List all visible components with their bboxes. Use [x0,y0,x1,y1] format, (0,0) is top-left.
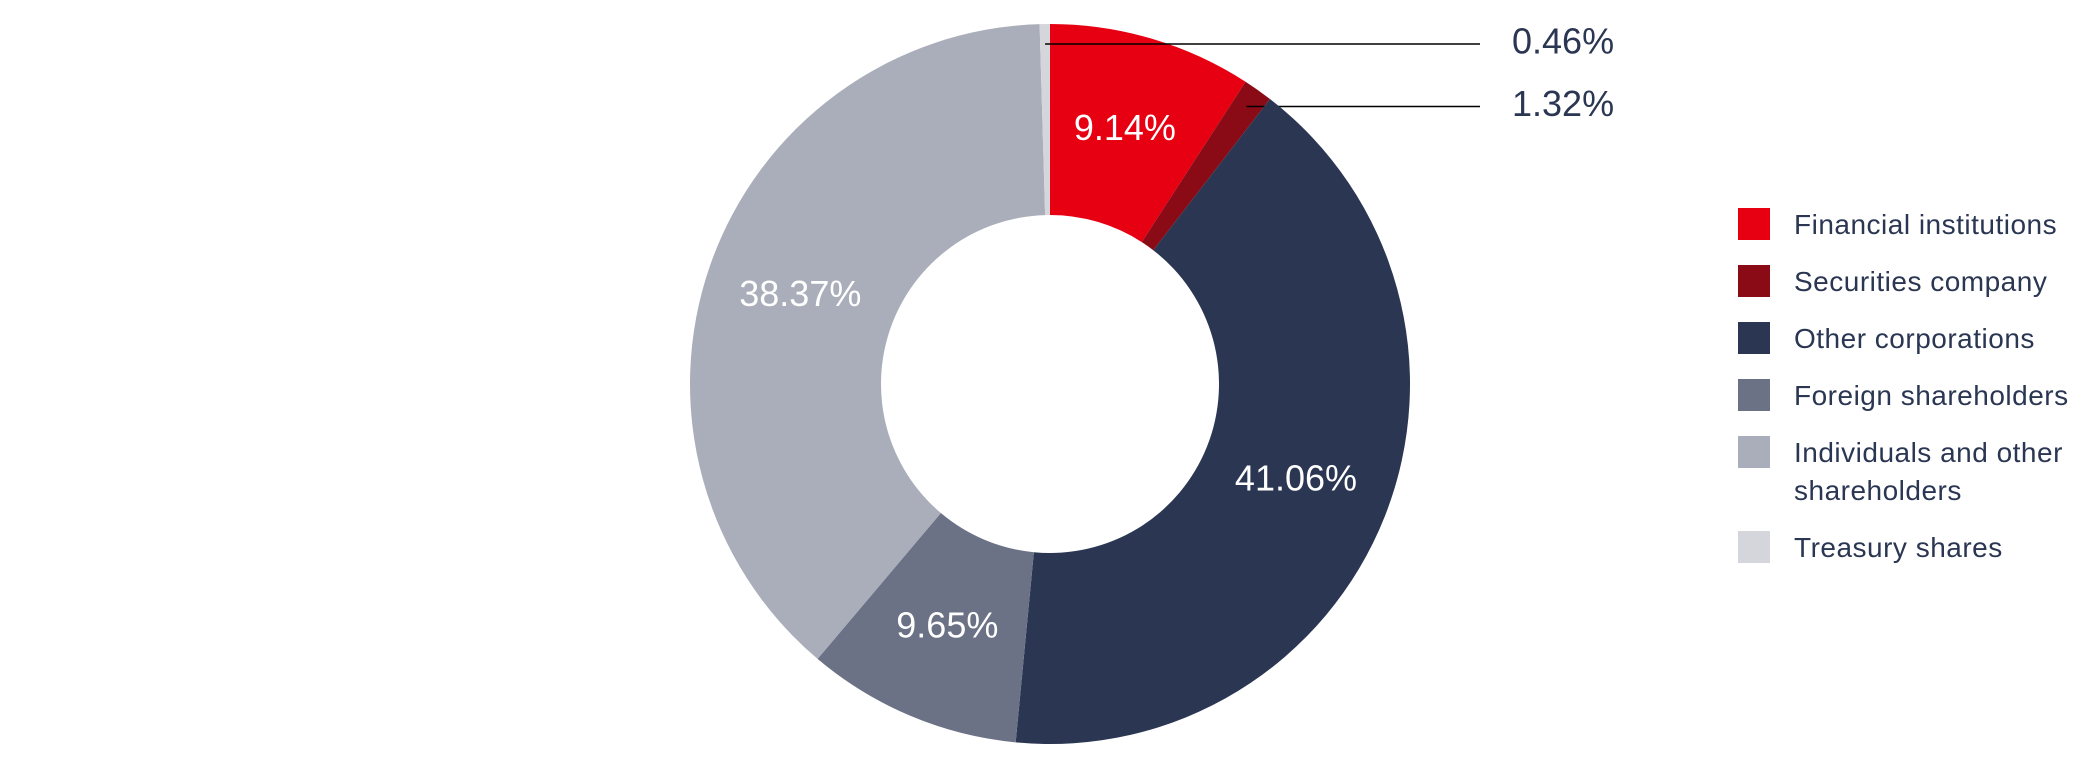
donut-slice [1141,81,1270,251]
slice-label: 38.37% [739,273,861,314]
legend-label: Other corporations [1794,323,2035,354]
donut-slice [690,24,1046,659]
donut-slice [817,513,1034,743]
legend-label: Treasury shares [1794,532,2003,563]
legend-label: Individuals and other shareholders [1794,437,2063,506]
legend-item: Other corporations [1738,320,2100,358]
legend-swatch [1738,531,1770,563]
legend-swatch [1738,265,1770,297]
slice-label: 41.06% [1235,458,1357,499]
legend-item: Foreign shareholders [1738,377,2100,415]
outside-label: 1.32% [1512,83,1614,124]
legend-swatch [1738,322,1770,354]
legend-item: Financial institutions [1738,206,2100,244]
legend-label: Financial institutions [1794,209,2058,240]
legend: Financial institutions Securities company… [1738,206,2100,586]
legend-swatch [1738,208,1770,240]
outside-label: 0.46% [1512,21,1614,62]
donut-slice [1050,24,1246,243]
donut-slice [1039,24,1050,216]
slice-label: 9.65% [896,604,998,645]
legend-swatch [1738,379,1770,411]
legend-item: Treasury shares [1738,529,2100,567]
legend-label: Securities company [1794,266,2048,297]
donut-slice [1015,98,1410,745]
legend-swatch [1738,436,1770,468]
legend-item: Securities company [1738,263,2100,301]
legend-label: Foreign shareholders [1794,380,2069,411]
slice-label: 9.14% [1074,107,1176,148]
legend-item: Individuals and other shareholders [1738,434,2100,510]
